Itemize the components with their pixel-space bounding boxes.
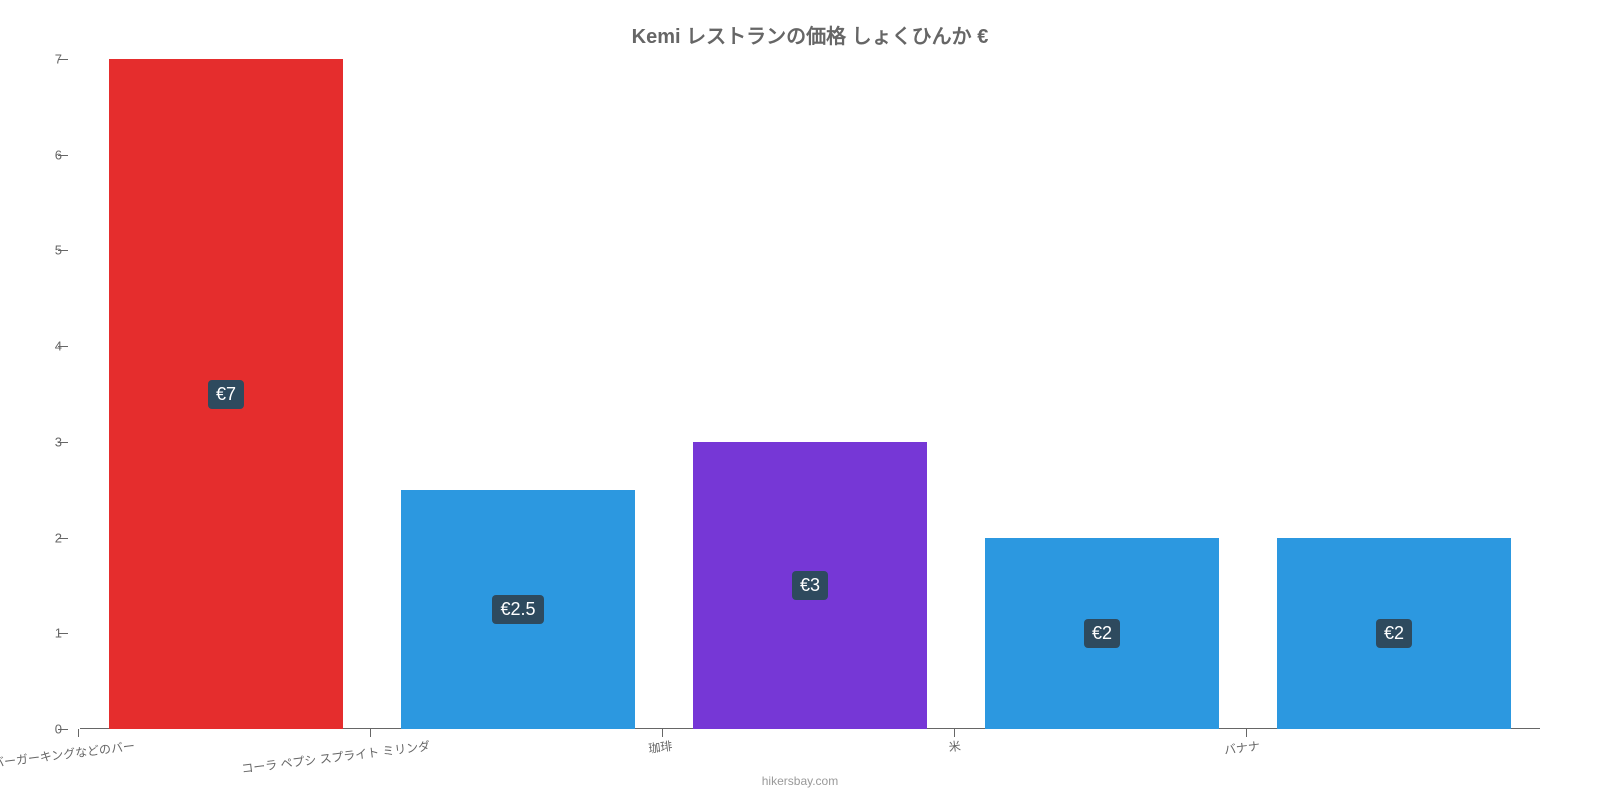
x-category-label: 米 [948, 737, 962, 755]
y-tick-label: 2 [55, 530, 62, 545]
value-badge: €2.5 [492, 595, 543, 624]
plot-area: 01234567 €7マックバーガーキングなどのバー€2.5コーラ ペプシ スプ… [80, 59, 1540, 729]
bar: €2 [985, 538, 1219, 729]
x-category-label: マックバーガーキングなどのバー [0, 737, 136, 776]
value-badge: €2 [1084, 619, 1120, 648]
x-category-label: 珈琲 [647, 737, 673, 757]
value-badge: €7 [208, 380, 244, 409]
x-category-label: バナナ [1223, 737, 1261, 758]
y-tick-label: 0 [55, 722, 62, 737]
y-tick-label: 6 [55, 147, 62, 162]
bar-slot: €3珈琲 [664, 59, 956, 729]
bar-slot: €2.5コーラ ペプシ スプライト ミリンダ [372, 59, 664, 729]
value-badge: €3 [792, 571, 828, 600]
bar: €2.5 [401, 490, 635, 729]
bar: €3 [693, 442, 927, 729]
y-tick-label: 5 [55, 243, 62, 258]
x-tick [1246, 729, 1247, 737]
bar-slot: €2米 [956, 59, 1248, 729]
y-tick-label: 1 [55, 626, 62, 641]
value-badge: €2 [1376, 619, 1412, 648]
x-tick [78, 729, 79, 737]
x-tick [370, 729, 371, 737]
x-category-label: コーラ ペプシ スプライト ミリンダ [240, 737, 431, 777]
bar: €2 [1277, 538, 1511, 729]
x-tick [954, 729, 955, 737]
bar-slot: €2バナナ [1248, 59, 1540, 729]
y-tick-label: 7 [55, 52, 62, 67]
y-tick-label: 4 [55, 339, 62, 354]
x-tick [662, 729, 663, 737]
bar-slot: €7マックバーガーキングなどのバー [80, 59, 372, 729]
bar: €7 [109, 59, 343, 729]
price-bar-chart: Kemi レストランの価格 しょくひんか € 01234567 €7マックバーガ… [0, 0, 1600, 800]
attribution-text: hikersbay.com [762, 774, 838, 788]
y-tick-label: 3 [55, 434, 62, 449]
chart-title: Kemi レストランの価格 しょくひんか € [80, 20, 1540, 49]
bars-region: €7マックバーガーキングなどのバー€2.5コーラ ペプシ スプライト ミリンダ€… [80, 59, 1540, 729]
